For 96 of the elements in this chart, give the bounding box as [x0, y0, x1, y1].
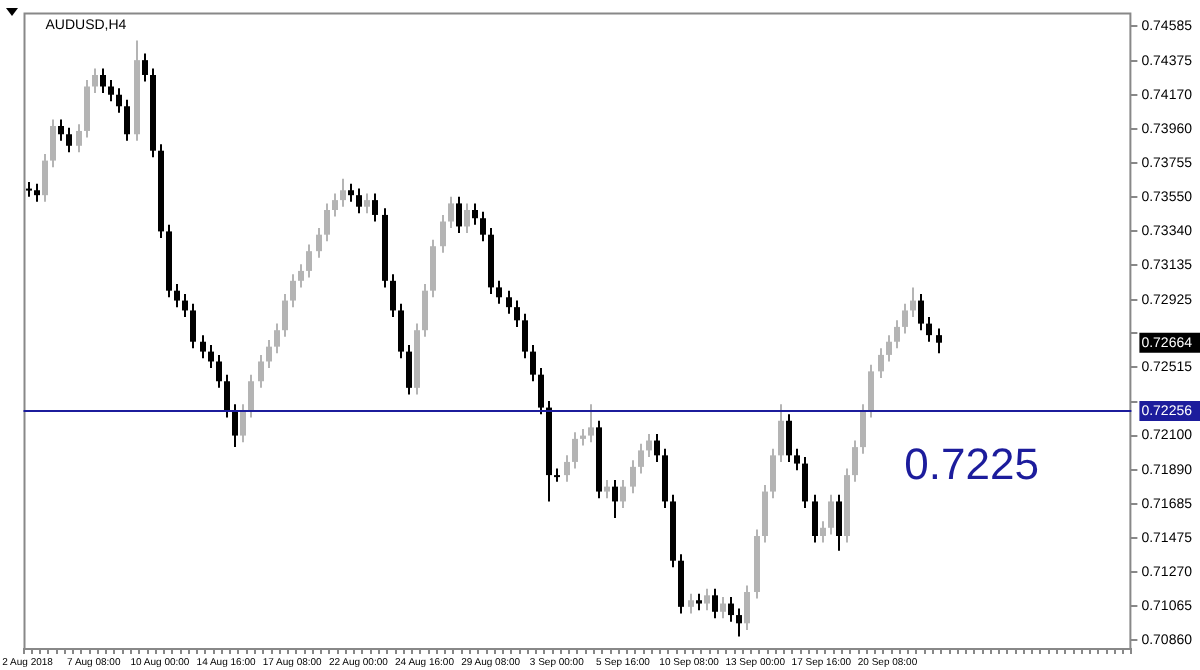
candlestick [182, 292, 188, 319]
candlestick [348, 182, 354, 203]
candlestick [456, 195, 462, 235]
candlestick [936, 327, 942, 355]
candlestick [42, 153, 48, 203]
candlestick [496, 279, 502, 305]
candlestick [794, 447, 800, 472]
candlestick [820, 520, 826, 544]
candlestick [274, 322, 280, 355]
candlestick [678, 553, 684, 615]
candlestick [216, 353, 222, 389]
candlestick [638, 442, 644, 475]
candlestick [248, 373, 254, 419]
candlestick [190, 302, 196, 350]
candlestick [356, 187, 362, 215]
candlestick [612, 479, 618, 519]
candlestick [918, 292, 924, 332]
candlestick [398, 302, 404, 360]
candlestick [786, 413, 792, 463]
candlestick [430, 238, 436, 299]
candlestick [66, 126, 72, 154]
candlestick [736, 607, 742, 638]
candlestick [50, 118, 56, 169]
candlestick [448, 195, 454, 230]
candlestick [340, 177, 346, 208]
candlestick [464, 202, 470, 235]
candlestick [390, 273, 396, 319]
candlestick [232, 403, 238, 449]
candlestick [440, 213, 446, 254]
candlestick [200, 334, 206, 360]
candlestick [620, 479, 626, 510]
candlestick [406, 344, 412, 396]
candlestick [522, 312, 528, 360]
candlestick [538, 367, 544, 416]
candlestick [84, 78, 90, 139]
candlestick [744, 584, 750, 631]
candlestick [630, 459, 636, 495]
candlestick [688, 592, 694, 615]
candlestick [224, 373, 230, 419]
candlestick [588, 403, 594, 444]
candlestick [910, 286, 916, 319]
candlestick [298, 263, 304, 289]
candlestick [926, 316, 932, 343]
candlestick [372, 192, 378, 223]
candlestick [802, 455, 808, 510]
candlestick [712, 587, 718, 620]
candlestick [34, 182, 40, 203]
annotation: 0.7225 [904, 438, 1039, 489]
candlestick [886, 334, 892, 363]
candlestick [530, 344, 536, 383]
candlestick [100, 67, 106, 95]
candlestick [174, 283, 180, 309]
candlestick [422, 283, 428, 338]
candlestick [472, 202, 478, 226]
candlestick [332, 192, 338, 218]
candlestick [778, 403, 784, 463]
candlestick [480, 210, 486, 243]
candlestick [142, 52, 148, 83]
candlestick [306, 243, 312, 279]
candlestick [720, 595, 726, 620]
candlestick [108, 78, 114, 103]
candlestick [654, 432, 660, 463]
candlestick [506, 289, 512, 315]
candlestick [828, 493, 834, 536]
candlestick [860, 403, 866, 455]
candlestick [266, 339, 272, 370]
candlestick [646, 432, 652, 458]
candlestick [514, 299, 520, 328]
candlestick [852, 439, 858, 483]
candlestick [902, 302, 908, 335]
candlestick [812, 493, 818, 544]
candlestick [728, 595, 734, 623]
candlestick [58, 118, 64, 142]
candlestick [116, 87, 122, 114]
candlestick [208, 344, 214, 370]
candlestick [564, 454, 570, 483]
candlestick [762, 483, 768, 544]
candlestick [364, 192, 370, 215]
candlestick [868, 363, 874, 419]
candlestick [770, 447, 776, 500]
candlestick [258, 353, 264, 389]
candlestick [572, 431, 578, 470]
candlestick [124, 98, 130, 142]
candlestick [290, 273, 296, 309]
candlestick [282, 292, 288, 338]
candlestick [878, 347, 884, 379]
candlestick [324, 202, 330, 243]
candlestick [76, 123, 82, 154]
candlestick [316, 227, 322, 259]
candlestick [604, 479, 610, 500]
candlestick [240, 403, 246, 444]
candlestick [704, 587, 710, 612]
candlestick [836, 493, 842, 552]
candlestick [894, 319, 900, 350]
candlestick [92, 67, 98, 95]
candlestick [662, 447, 668, 510]
